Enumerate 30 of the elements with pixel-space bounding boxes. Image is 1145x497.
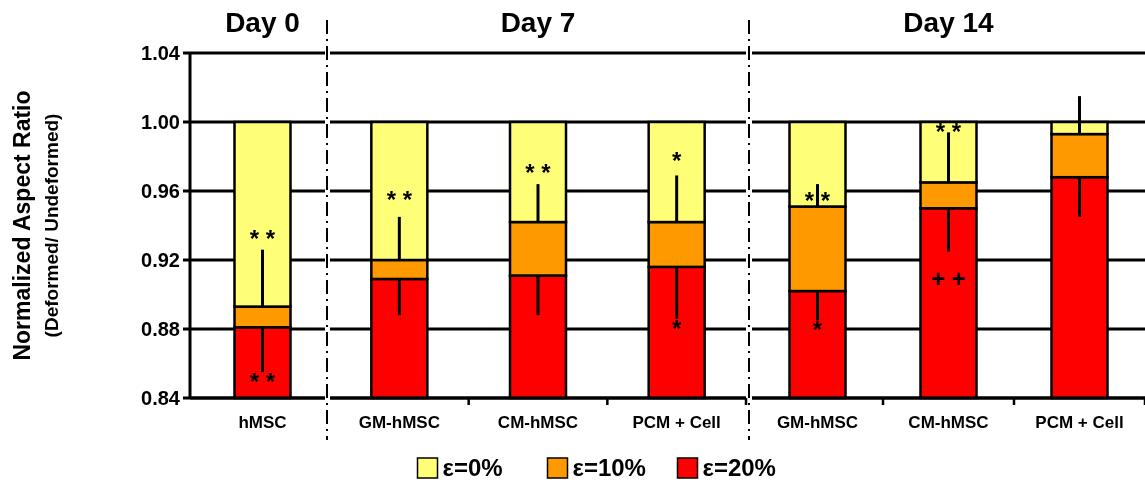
- chart-title: Day 0: [225, 7, 300, 38]
- legend-label: ε=20%: [702, 454, 776, 482]
- annotation: * *: [386, 186, 413, 214]
- y-tick-label: 0.84: [141, 387, 181, 409]
- legend-label: ε=0%: [442, 454, 503, 482]
- annotation: * *: [935, 118, 962, 146]
- annotation: + +: [931, 265, 966, 293]
- x-tick-label: GM-hMSC: [358, 413, 440, 432]
- y-tick-label: 0.88: [141, 318, 180, 340]
- y-tick-label: 1.00: [141, 111, 180, 133]
- annotation: *: [812, 316, 823, 344]
- annotation: *: [671, 315, 682, 343]
- annotation: *: [671, 147, 682, 175]
- chart-title: Day 7: [500, 7, 576, 38]
- x-tick-label: PCM + Cell: [632, 413, 721, 432]
- annotation: * *: [804, 187, 831, 215]
- x-tick-label: CM-hMSC: [908, 413, 989, 432]
- x-tick-label: GM-hMSC: [776, 413, 859, 432]
- annotation: * *: [249, 225, 276, 253]
- x-tick-label: CM-hMSC: [497, 413, 579, 432]
- x-tick-label: PCM + Cell: [1035, 413, 1124, 432]
- x-tick-label: hMSC: [238, 413, 287, 432]
- legend-label: ε=10%: [572, 454, 646, 482]
- y-axis-title: Normalized Aspect Ratio (Deformed/ Undeformed): [9, 90, 62, 361]
- chart-title: Day 14: [903, 7, 995, 38]
- y-tick-label: 0.92: [141, 249, 180, 271]
- y-tick-label: 1.04: [141, 42, 181, 64]
- y-tick-label: 0.96: [141, 180, 180, 202]
- annotation: * *: [249, 368, 276, 396]
- annotation: * *: [525, 159, 552, 187]
